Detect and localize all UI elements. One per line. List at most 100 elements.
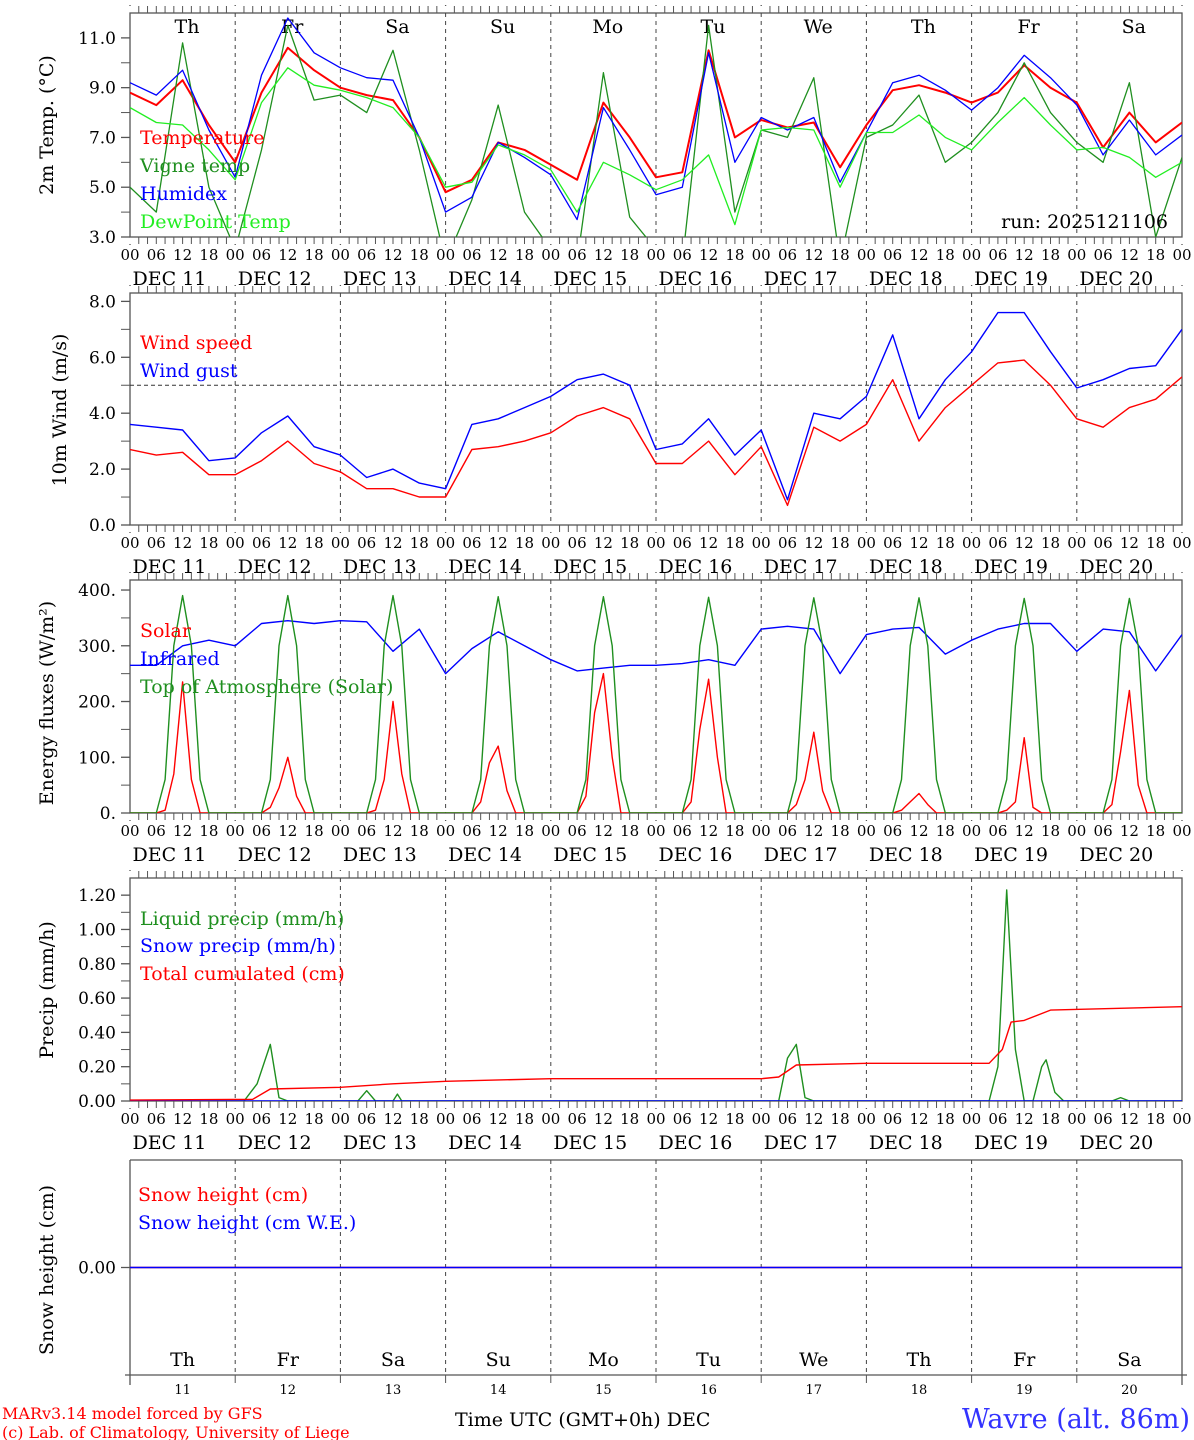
hour-label: 12 — [1120, 822, 1139, 840]
series-top-of-atmosphere-solar- — [130, 594, 1182, 813]
hour-label: 06 — [462, 822, 481, 840]
series-wind-speed — [130, 359, 1182, 507]
y-tick-label: 0. — [100, 804, 116, 824]
hour-label: 06 — [147, 1110, 166, 1128]
hour-label: 18 — [199, 822, 218, 840]
ylabel-precip: Precip (mm/h) — [36, 921, 58, 1059]
hour-label: 18 — [410, 1110, 429, 1128]
hour-label: 06 — [568, 1110, 587, 1128]
hour-label: 12 — [1120, 534, 1139, 552]
date-label: DEC 11 — [133, 556, 207, 578]
hour-label: 12 — [173, 534, 192, 552]
series-humidex — [130, 17, 1182, 221]
date-label: DEC 11 — [133, 268, 207, 290]
date-label: DEC 19 — [974, 844, 1048, 866]
hour-label: 12 — [594, 246, 613, 264]
hour-label: 06 — [147, 246, 166, 264]
hour-label: 12 — [594, 822, 613, 840]
day-name: Sa — [1122, 16, 1146, 38]
y-tick-label: 3.0 — [89, 228, 116, 248]
date-label: DEC 15 — [553, 556, 627, 578]
legend-liquid-precip: Liquid precip (mm/h) — [140, 908, 344, 930]
hour-label: 06 — [988, 246, 1007, 264]
panel-snow: Th 11 Fr 12 Sa 13 Su 14 Mo 15 Tu 16 We 17 Th 18 Fr 19 Sa 20… — [78, 1159, 1187, 1398]
day-date: 12 — [280, 1383, 297, 1398]
day-name: Fr — [277, 1349, 300, 1371]
day-name: We — [799, 1349, 828, 1371]
y-tick-label: 0.0 — [89, 516, 116, 536]
hour-label: 00 — [226, 534, 245, 552]
date-label: DEC 17 — [764, 268, 838, 290]
hour-label: 06 — [988, 822, 1007, 840]
panel-wind: 00 06 12 18 DEC 11 00 06 12 18 DEC 12 00 06 12 18 DEC … — [89, 285, 1192, 578]
legend-wind-gust: Wind gust — [140, 360, 238, 382]
series-total-cumulated-cm- — [130, 1006, 1182, 1101]
hour-label: 12 — [909, 246, 928, 264]
hour-label: 00 — [646, 534, 665, 552]
date-label: DEC 16 — [659, 268, 733, 290]
hour-label: 06 — [252, 822, 271, 840]
hour-label: 18 — [831, 534, 850, 552]
date-label: DEC 15 — [553, 1132, 627, 1154]
hour-label: 18 — [1041, 246, 1060, 264]
hour-label: 00 — [857, 822, 876, 840]
date-label: DEC 12 — [238, 556, 312, 578]
panel-energy: 00 06 12 18 DEC 11 00 06 12 18 DEC 12 00 06 12 18 DEC … — [78, 572, 1192, 866]
hour-label: 12 — [278, 246, 297, 264]
hour-label: 00 — [331, 246, 350, 264]
hour-label: 12 — [699, 246, 718, 264]
date-label: DEC 13 — [343, 1132, 417, 1154]
day-name: Su — [490, 16, 515, 38]
hour-label: 18 — [620, 246, 639, 264]
hour-label: 18 — [936, 534, 955, 552]
hour-label: 00 — [857, 1110, 876, 1128]
hour-label: 06 — [778, 1110, 797, 1128]
hour-label: 06 — [252, 246, 271, 264]
series-vigne-temp — [130, 24, 1182, 237]
hour-label: 00 — [1067, 822, 1086, 840]
hour-label: 00 — [646, 246, 665, 264]
y-tick-label: 11.0 — [78, 29, 116, 49]
hour-label: 00 — [962, 246, 981, 264]
hour-label: 12 — [909, 1110, 928, 1128]
hour-label: 18 — [515, 1110, 534, 1128]
hour-label: 00 — [436, 534, 455, 552]
ylabel-snow: Snow height (cm) — [36, 1185, 58, 1355]
hour-label: 18 — [620, 1110, 639, 1128]
hour-label: 18 — [725, 1110, 744, 1128]
y-tick-label: 0.40 — [78, 1023, 116, 1043]
series-group — [130, 311, 1182, 507]
day-name: Fr — [1017, 16, 1040, 38]
day-name: Sa — [1117, 1349, 1141, 1371]
hour-label: 00 — [120, 246, 139, 264]
hour-label: 06 — [357, 822, 376, 840]
hour-label: 18 — [1146, 246, 1165, 264]
hour-label: 06 — [568, 822, 587, 840]
hour-label: 00 — [752, 1110, 771, 1128]
model-credit: MARv3.14 model forced by GFS — [2, 1404, 263, 1423]
date-label: DEC 20 — [1079, 268, 1153, 290]
hour-label: 12 — [278, 1110, 297, 1128]
hour-label: 18 — [305, 822, 324, 840]
panel-precip: 00 06 12 18 DEC 11 00 06 12 18 DEC 12 00 06 12 18 DEC … — [78, 870, 1192, 1154]
y-tick-label: 0.80 — [78, 955, 116, 975]
hour-label: 12 — [804, 822, 823, 840]
legend-vigne-temp: Vigne temp — [139, 155, 250, 177]
hour-label: 12 — [278, 534, 297, 552]
hour-label: 18 — [199, 534, 218, 552]
hour-label: 00 — [962, 1110, 981, 1128]
station-name: Wavre (alt. 86m) — [962, 1404, 1190, 1435]
hour-label: 00 — [436, 246, 455, 264]
hour-label: 00 — [120, 822, 139, 840]
hour-label: 18 — [199, 246, 218, 264]
y-tick-label: 1.00 — [78, 920, 116, 940]
hour-label: 12 — [383, 1110, 402, 1128]
hour-label: 00 — [646, 822, 665, 840]
day-name: Tu — [696, 1349, 721, 1371]
date-label: DEC 14 — [448, 556, 522, 578]
hour-label: 00 — [541, 534, 560, 552]
date-label: DEC 18 — [869, 1132, 943, 1154]
hour-label: 18 — [410, 822, 429, 840]
date-label: DEC 14 — [448, 268, 522, 290]
